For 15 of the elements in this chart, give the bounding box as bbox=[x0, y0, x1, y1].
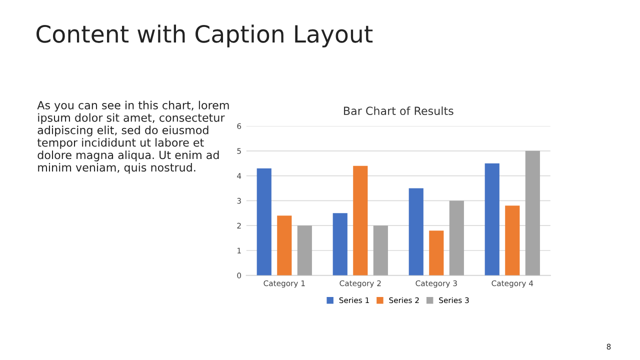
text: As you can see in this chart, lorem ipsum dolor sit amet, consectetur adipiscing elit, sed do eiusmod tempor incididunt ut labore et dolore magna aliqua. Ut enim ad minim veniam, quis nostrud. bbox=[37, 100, 229, 174]
bar bbox=[525, 150, 540, 276]
bar bbox=[353, 166, 368, 276]
bar bbox=[332, 213, 348, 276]
chart-title: Bar Chart of Results bbox=[344, 106, 454, 116]
bar bbox=[429, 230, 444, 276]
bar bbox=[449, 200, 464, 276]
bar bbox=[408, 188, 424, 276]
bar bbox=[297, 226, 312, 276]
bar bbox=[373, 226, 388, 276]
bar bbox=[277, 216, 292, 276]
bar bbox=[256, 168, 272, 276]
bar bbox=[505, 206, 520, 276]
text: Content with Caption Layout bbox=[36, 24, 373, 48]
bar bbox=[484, 163, 500, 276]
